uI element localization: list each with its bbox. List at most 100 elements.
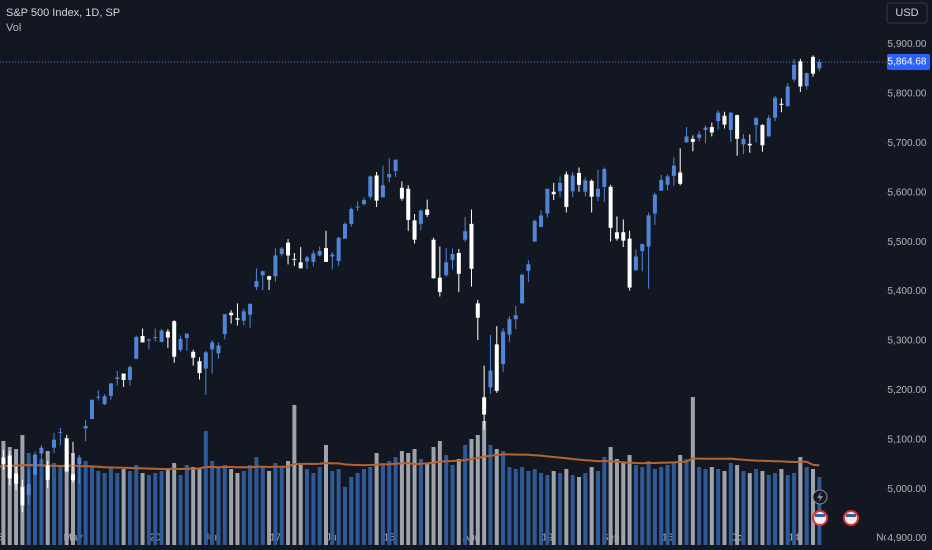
volume-bar: [399, 451, 404, 545]
volume-bar: [254, 457, 259, 545]
volume-bar: [39, 459, 44, 545]
candle-body: [469, 223, 474, 269]
volume-bar: [127, 471, 132, 545]
volume-bar: [115, 473, 120, 545]
candle-body: [58, 431, 63, 433]
candle-body: [279, 248, 284, 254]
candle-body: [406, 188, 411, 220]
candle-body: [153, 336, 158, 338]
candle-body: [286, 242, 291, 256]
volume-bar: [222, 465, 227, 545]
volume-bar: [640, 467, 645, 545]
volume-bar: [273, 463, 278, 545]
candle-body: [703, 127, 708, 130]
volume-bar: [690, 397, 695, 545]
volume-bar: [146, 475, 151, 545]
volume-bar: [286, 461, 291, 545]
candle-body: [1, 457, 6, 464]
candle-body: [197, 361, 202, 374]
y-tick-label: 5,100.00: [888, 434, 927, 445]
candle-body: [317, 251, 322, 256]
candle-body: [33, 454, 38, 475]
candle-body: [539, 215, 544, 227]
volume-bar: [203, 431, 208, 545]
volume-bar: [684, 459, 689, 545]
candle-body: [203, 352, 208, 369]
candle-body: [621, 232, 626, 241]
candle-body: [216, 345, 221, 354]
candle-body: [330, 254, 335, 257]
volume-bar: [735, 465, 740, 545]
volume-bar: [184, 465, 189, 545]
volume-bar: [551, 471, 556, 545]
volume-bar: [298, 465, 303, 545]
candle-body: [102, 396, 107, 405]
candle-body: [349, 209, 354, 224]
volume-bar: [602, 457, 607, 545]
volume-bar: [216, 467, 221, 545]
candle-body: [134, 336, 139, 359]
volume-bar: [785, 475, 790, 545]
candle-body: [45, 465, 50, 480]
candle-body: [640, 244, 645, 252]
candle-body: [798, 61, 803, 87]
candle-body: [437, 277, 442, 293]
candle-body: [558, 182, 563, 192]
y-tick-label: 5,900.00: [888, 39, 927, 50]
volume-bar: [558, 473, 563, 545]
flag-icon[interactable]: [812, 510, 828, 526]
candle-body: [311, 253, 316, 262]
volume-bar: [305, 469, 310, 545]
volume-bar: [608, 447, 613, 545]
last-price-tag: [887, 53, 930, 70]
flag-icon[interactable]: [843, 510, 859, 526]
candle-body: [684, 136, 689, 143]
candle-body: [766, 118, 771, 137]
volume-bar: [444, 455, 449, 545]
volume-bar: [722, 471, 727, 545]
candle-body: [292, 258, 297, 260]
candle-body: [165, 331, 170, 338]
candle-body: [570, 175, 575, 192]
last-price-label: 5,864.68: [888, 57, 927, 68]
volume-bar: [507, 467, 512, 545]
candle-body: [52, 439, 57, 448]
volume-bar: [14, 449, 19, 545]
candle-body: [463, 231, 468, 240]
y-tick-label: 5,200.00: [888, 385, 927, 396]
candle-body: [792, 64, 797, 80]
candle-body: [646, 215, 651, 247]
candle-body: [627, 238, 632, 288]
volume-bar: [425, 463, 430, 545]
volume-bar: [811, 469, 816, 545]
volume-bar: [766, 475, 771, 545]
candle-body: [589, 180, 594, 197]
volume-bar: [741, 471, 746, 545]
candle-body: [697, 134, 702, 138]
volume-bar: [311, 473, 316, 545]
candle-body: [235, 318, 240, 320]
volume-bar: [412, 449, 417, 545]
volume-bar: [178, 475, 183, 545]
volume-bar: [260, 467, 265, 545]
y-tick-label: 5,700.00: [888, 138, 927, 149]
volume-bar: [545, 475, 550, 545]
candle-body: [488, 370, 493, 388]
candle-body: [475, 303, 480, 318]
candle-body: [172, 321, 177, 357]
candle-body: [387, 173, 392, 178]
candle-body: [602, 169, 607, 187]
currency-button[interactable]: [886, 2, 928, 24]
volume-bar: [652, 469, 657, 545]
currency-label[interactable]: USD: [895, 7, 918, 19]
volume-bar: [627, 455, 632, 545]
candle-body: [298, 262, 303, 269]
volume-bar: [513, 469, 518, 545]
lightning-glyph: [817, 492, 823, 502]
volume-bar: [671, 463, 676, 545]
volume-bar: [526, 471, 531, 545]
volume-bar: [665, 465, 670, 545]
candle-body: [564, 174, 569, 208]
candle-body: [260, 271, 265, 276]
